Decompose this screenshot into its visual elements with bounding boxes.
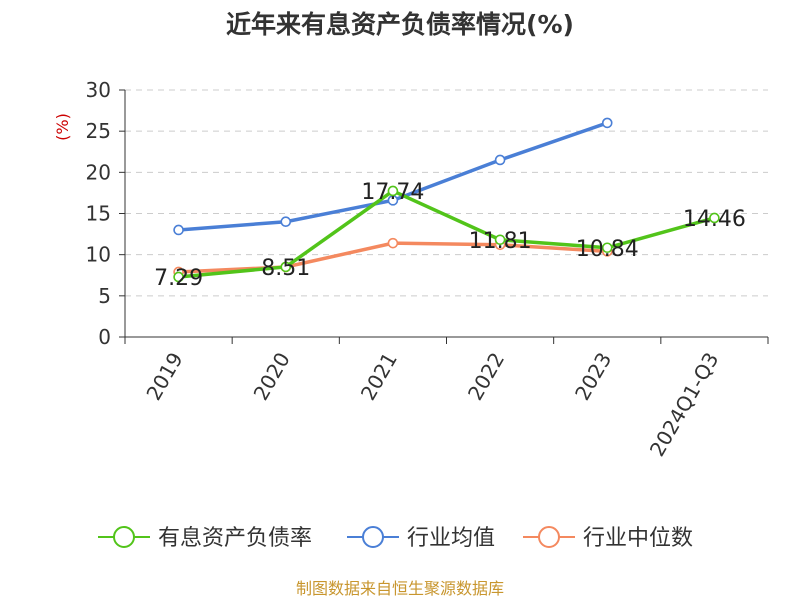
x-tick-label: 2020 — [249, 348, 295, 404]
data-label: 8.51 — [261, 256, 310, 281]
legend: 有息资产负债率 行业均值 行业中位数 — [98, 526, 693, 551]
data-label: 7.29 — [154, 266, 203, 291]
y-axis-label: (%) — [53, 113, 72, 141]
x-tick-label: 2019 — [141, 348, 187, 404]
data-point — [173, 271, 184, 283]
data-point — [280, 216, 292, 228]
x-tick-label: 2022 — [463, 348, 509, 404]
legend-marker — [113, 526, 135, 548]
y-tick-label: 25 — [86, 119, 111, 143]
chart-title: 近年来有息资产负债率情况(%) — [226, 10, 574, 39]
legend-label: 有息资产负债率 — [158, 526, 312, 551]
x-tick-label: 2021 — [356, 348, 402, 404]
legend-label: 行业均值 — [407, 526, 495, 551]
y-tick-label: 10 — [86, 243, 111, 267]
data-labels: 7.29 8.51 17.74 11.81 10.84 14.46 — [154, 180, 746, 291]
grid-lines — [125, 89, 768, 297]
legend-marker — [362, 526, 384, 548]
data-point — [173, 224, 184, 236]
y-tick-label: 5 — [98, 284, 111, 308]
data-point — [280, 261, 292, 273]
series-line-0 — [176, 189, 717, 279]
data-point — [387, 237, 399, 249]
y-tick-label: 30 — [86, 78, 111, 102]
y-tick-label: 15 — [86, 202, 111, 226]
y-tick-label: 20 — [86, 160, 111, 184]
data-point — [601, 117, 613, 129]
y-tick-label: 0 — [98, 325, 111, 349]
data-point — [494, 154, 506, 166]
data-label: 17.74 — [361, 180, 424, 205]
x-tick-label: 2023 — [570, 348, 616, 404]
series — [173, 117, 720, 283]
data-label: 14.46 — [683, 207, 746, 232]
source-note: 制图数据来自恒生聚源数据库 — [296, 579, 504, 598]
data-point — [494, 234, 506, 246]
data-label: 10.84 — [576, 237, 639, 262]
data-label: 11.81 — [469, 229, 532, 254]
data-point — [601, 242, 613, 254]
data-point — [709, 212, 720, 224]
x-tick-label: 2024Q1-Q3 — [645, 348, 724, 460]
legend-label: 行业中位数 — [583, 526, 693, 551]
legend-marker — [538, 526, 560, 548]
data-point — [387, 185, 399, 197]
